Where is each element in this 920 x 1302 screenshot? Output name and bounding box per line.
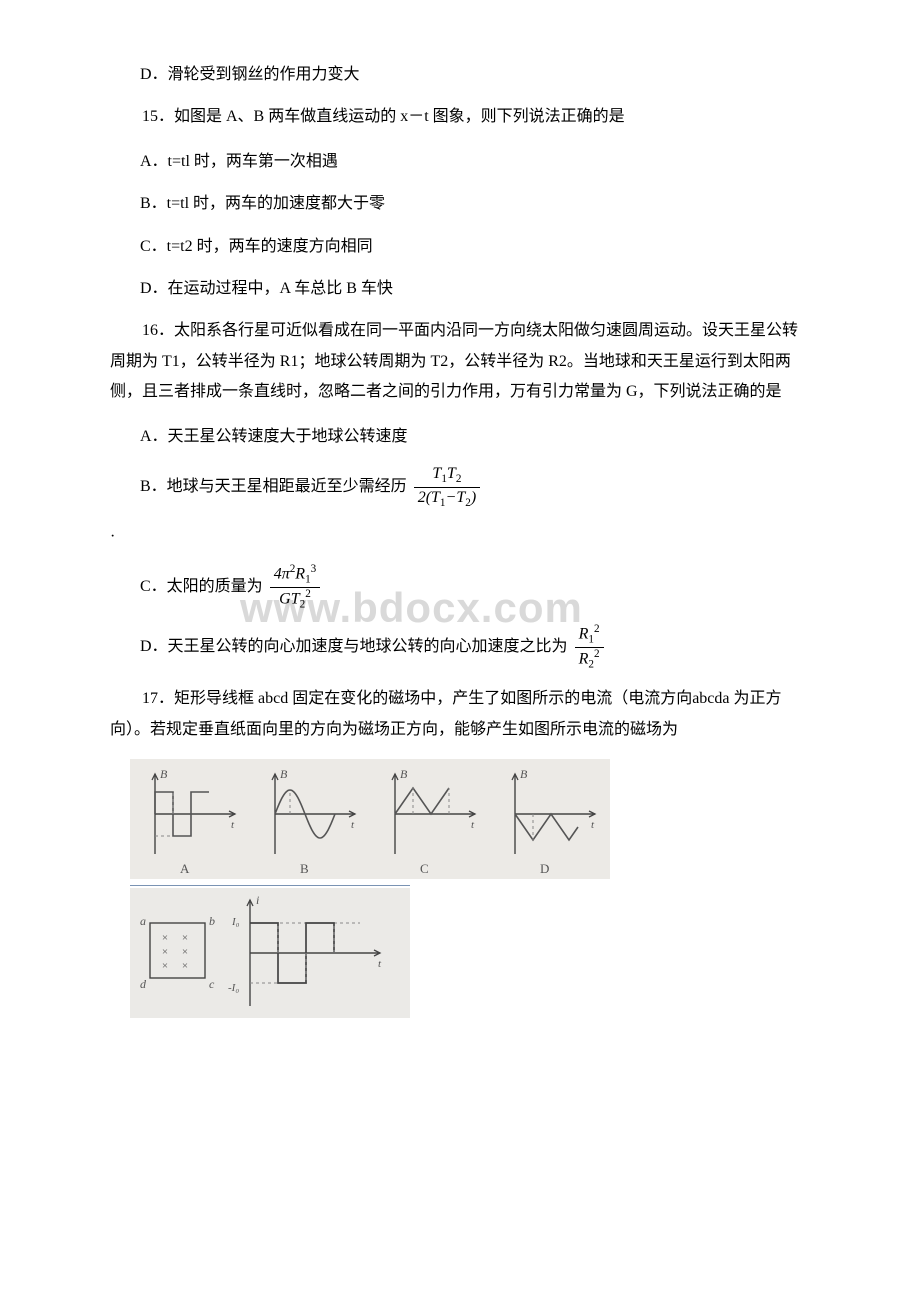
q15-option-c: C．t=t2 时，两车的速度方向相同 (140, 232, 850, 262)
q16-c-fraction: 4π2R13 GT22 (270, 563, 321, 612)
svg-text:a: a (140, 914, 146, 928)
svg-text:B: B (160, 767, 168, 781)
q15-option-a: A．t=tl 时，两车第一次相遇 (140, 147, 850, 177)
svg-text:×: × (162, 932, 168, 944)
c-den-t-sup: 2 (305, 588, 311, 600)
svg-text:b: b (209, 914, 215, 928)
svg-text:d: d (140, 977, 147, 991)
d-den-r: R (579, 651, 589, 668)
svg-text:×: × (162, 960, 168, 972)
d-num-r-sup: 2 (594, 623, 600, 635)
svg-text:D: D (540, 861, 549, 876)
svg-text:B: B (300, 861, 309, 876)
svg-text:×: × (182, 960, 188, 972)
c-num-r-sup: 3 (311, 563, 317, 575)
frac-num-t2: T (447, 465, 456, 482)
svg-text:×: × (182, 932, 188, 944)
q16-option-c: C．太阳的质量为 4π2R13 GT22 (140, 563, 850, 612)
c-den-g: G (279, 590, 291, 607)
svg-text:c: c (209, 977, 215, 991)
q15-stem: 15．如图是 A、B 两车做直线运动的 x－t 图象，则下列说法正确的是 (110, 102, 850, 132)
frac-den-prefix: 2( (418, 489, 431, 506)
svg-text:A: A (180, 861, 190, 876)
frac-den-suffix: ) (471, 489, 476, 506)
d-num-r: R (579, 626, 589, 643)
q17-figure-bottom: ××××××abcditI₀-I₀ (130, 888, 850, 1018)
q17-top-svg: BtABtBBtCBtD (130, 759, 610, 879)
q16-b-prefix: B．地球与天王星相距最近至少需经历 (140, 478, 407, 495)
q15-option-b: B．t=tl 时，两车的加速度都大于零 (140, 189, 850, 219)
svg-text:B: B (520, 767, 528, 781)
c-den-t: T (291, 590, 300, 607)
svg-text:×: × (162, 946, 168, 958)
svg-text:×: × (182, 946, 188, 958)
q17-stem: 17．矩形导线框 abcd 固定在变化的磁场中，产生了如图所示的电流（电流方向a… (110, 684, 810, 745)
svg-text:C: C (420, 861, 429, 876)
frac-num-t2-sub: 2 (456, 473, 462, 485)
d-num-r-sub: 1 (588, 634, 594, 646)
svg-text:i: i (256, 893, 259, 907)
frac-den-minus: − (446, 489, 457, 506)
q16-option-a: A．天王星公转速度大于地球公转速度 (140, 422, 850, 452)
q16-d-prefix: D．天王星公转的向心加速度与地球公转的向心加速度之比为 (140, 639, 568, 656)
svg-text:B: B (400, 767, 408, 781)
q16-d-fraction: R12 R22 (575, 623, 604, 672)
q17-bottom-svg: ××××××abcditI₀-I₀ (130, 888, 410, 1018)
q16-option-b: B．地球与天王星相距最近至少需经历 T1T2 2(T1−T2) (140, 464, 850, 510)
q17-figure-top: BtABtBBtCBtD (130, 759, 850, 879)
q16-dot: · (110, 522, 850, 552)
svg-text:B: B (280, 767, 288, 781)
frac-den-t1: T (431, 489, 440, 506)
c-num-4: 4 (274, 565, 282, 582)
c-num-r-sub: 1 (305, 573, 311, 585)
c-num-r: R (295, 565, 305, 582)
frac-num-t1: T (432, 465, 441, 482)
q16-c-prefix: C．太阳的质量为 (140, 578, 263, 595)
c-num-pi: π (282, 565, 290, 582)
q14-option-d: D．滑轮受到钢丝的作用力变大 (140, 60, 850, 90)
svg-text:-I₀: -I₀ (228, 982, 239, 994)
q15-option-d: D．在运动过程中，A 车总比 B 车快 (140, 274, 850, 304)
d-den-r-sub: 2 (588, 659, 594, 671)
q16-b-fraction: T1T2 2(T1−T2) (414, 464, 480, 510)
frac-den-t2: T (456, 489, 465, 506)
q16-stem: 16．太阳系各行星可近似看成在同一平面内沿同一方向绕太阳做匀速圆周运动。设天王星… (110, 316, 810, 407)
figure-divider (130, 885, 410, 886)
q16-option-d: D．天王星公转的向心加速度与地球公转的向心加速度之比为 R12 R22 (140, 623, 850, 672)
d-den-r-sup: 2 (594, 648, 600, 660)
svg-text:I₀: I₀ (231, 916, 240, 928)
